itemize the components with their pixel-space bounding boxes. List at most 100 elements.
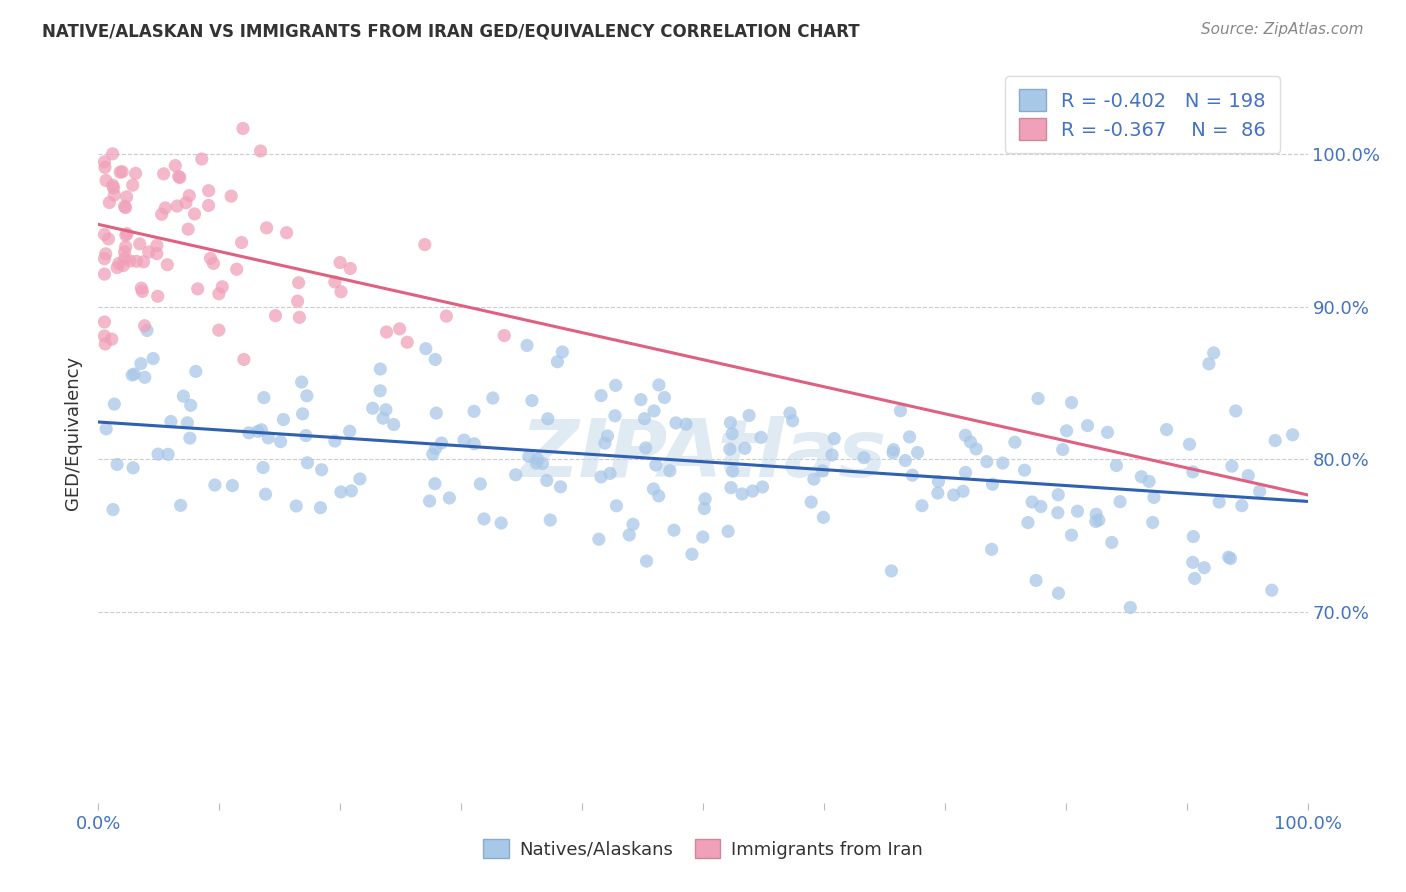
Point xyxy=(955,428,977,442)
Point xyxy=(208,286,231,301)
Point xyxy=(256,220,278,235)
Y-axis label: GED/Equivalency: GED/Equivalency xyxy=(65,356,83,509)
Point xyxy=(550,480,572,494)
Point xyxy=(413,237,436,252)
Point xyxy=(375,325,398,339)
Point xyxy=(980,542,1002,557)
Point xyxy=(425,442,447,456)
Point xyxy=(361,401,384,416)
Point xyxy=(287,294,309,309)
Point xyxy=(94,247,117,261)
Point xyxy=(1142,516,1164,530)
Point xyxy=(202,256,225,270)
Point xyxy=(1076,418,1098,433)
Point xyxy=(1202,346,1225,360)
Point xyxy=(287,276,309,290)
Point xyxy=(636,554,658,568)
Point xyxy=(1178,437,1201,451)
Point xyxy=(662,523,685,537)
Point xyxy=(103,188,125,202)
Point xyxy=(1220,459,1243,474)
Legend: R = -0.402   N = 198, R = -0.367    N =  86: R = -0.402 N = 198, R = -0.367 N = 86 xyxy=(1005,76,1279,153)
Point xyxy=(1060,528,1083,542)
Point xyxy=(425,406,447,420)
Point xyxy=(981,477,1004,491)
Point xyxy=(221,478,243,492)
Point xyxy=(114,252,136,266)
Point xyxy=(882,446,904,460)
Point xyxy=(103,397,125,411)
Point xyxy=(93,315,115,329)
Point xyxy=(208,323,231,337)
Point xyxy=(927,486,949,500)
Point xyxy=(593,436,616,450)
Point xyxy=(254,487,277,501)
Point xyxy=(434,309,457,323)
Point xyxy=(1088,513,1111,527)
Point xyxy=(942,488,965,502)
Point xyxy=(155,201,177,215)
Point xyxy=(329,485,352,500)
Point xyxy=(1182,530,1205,544)
Point xyxy=(536,474,558,488)
Point xyxy=(489,516,512,530)
Point xyxy=(1097,425,1119,440)
Point xyxy=(1060,395,1083,409)
Point xyxy=(146,447,169,461)
Point xyxy=(605,378,627,392)
Point xyxy=(114,240,136,254)
Point xyxy=(1109,494,1132,508)
Point xyxy=(430,436,453,450)
Point xyxy=(526,451,548,466)
Point xyxy=(415,342,437,356)
Point xyxy=(800,495,823,509)
Point xyxy=(183,207,205,221)
Point xyxy=(246,425,269,439)
Point xyxy=(232,352,254,367)
Point xyxy=(146,238,169,252)
Point xyxy=(720,481,742,495)
Point xyxy=(295,389,318,403)
Point xyxy=(911,499,934,513)
Point xyxy=(991,456,1014,470)
Point xyxy=(643,482,665,496)
Point xyxy=(603,409,626,423)
Point xyxy=(821,448,844,462)
Point xyxy=(368,362,391,376)
Point xyxy=(692,530,714,544)
Point xyxy=(1137,475,1160,489)
Point xyxy=(264,309,287,323)
Point xyxy=(1029,500,1052,514)
Point xyxy=(125,254,148,268)
Point xyxy=(1105,458,1128,473)
Point xyxy=(976,455,998,469)
Point xyxy=(1264,434,1286,448)
Point xyxy=(718,442,741,457)
Point xyxy=(741,484,763,499)
Point xyxy=(93,267,115,281)
Point xyxy=(108,165,131,179)
Point xyxy=(883,442,905,457)
Point xyxy=(1021,495,1043,509)
Point xyxy=(129,357,152,371)
Point xyxy=(93,252,115,266)
Point xyxy=(93,329,115,343)
Point xyxy=(546,355,568,369)
Point xyxy=(1184,571,1206,585)
Point xyxy=(721,426,744,441)
Point xyxy=(779,406,801,420)
Point xyxy=(197,198,219,212)
Point xyxy=(108,256,131,270)
Point xyxy=(142,351,165,366)
Point xyxy=(136,323,159,337)
Point xyxy=(599,467,621,481)
Point xyxy=(309,500,332,515)
Point xyxy=(291,407,314,421)
Point xyxy=(252,460,274,475)
Point xyxy=(731,487,754,501)
Point xyxy=(115,190,138,204)
Point xyxy=(1225,404,1247,418)
Point xyxy=(374,402,396,417)
Point xyxy=(105,458,128,472)
Point xyxy=(852,450,875,465)
